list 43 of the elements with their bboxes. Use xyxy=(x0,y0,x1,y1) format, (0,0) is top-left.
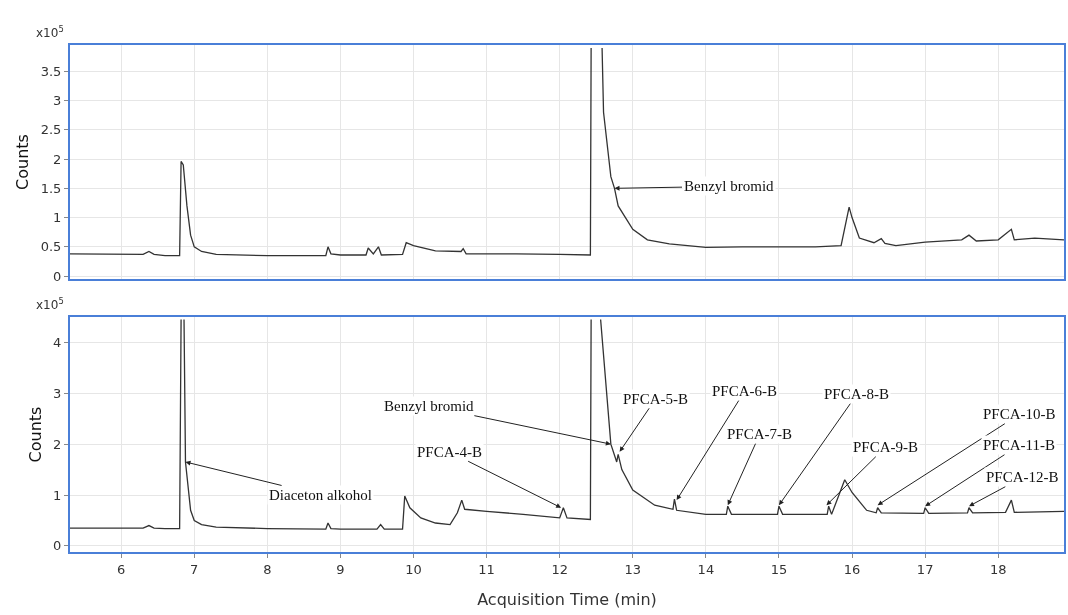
y-tick-label: 3 xyxy=(53,93,62,109)
annotation: PFCA-6-B xyxy=(712,383,778,399)
y-axis-title: Counts xyxy=(13,134,33,190)
x-tick-label: 16 xyxy=(843,561,861,577)
x-tick-label: 14 xyxy=(697,561,715,577)
x-tick-label: 9 xyxy=(336,561,345,577)
x-tick-label: 17 xyxy=(916,561,934,577)
annotation: PFCA-10-B xyxy=(983,406,1056,422)
annotation: PFCA-5-B xyxy=(623,391,689,407)
x-tick-label: 11 xyxy=(478,561,495,577)
y-tick-label: 2 xyxy=(53,436,62,452)
x-axis-title: Acquisition Time (min) xyxy=(477,589,657,609)
y-tick-label: 4 xyxy=(53,334,62,350)
annotation: PFCA-9-B xyxy=(853,439,919,455)
y-tick-label: 1 xyxy=(53,487,62,503)
x-tick-label: 10 xyxy=(405,561,422,577)
annotation: PFCA-11-B xyxy=(983,437,1055,453)
y-tick-label: 3.5 xyxy=(40,63,62,79)
annotation: Diaceton alkohol xyxy=(269,487,372,503)
y-tick-label: 1 xyxy=(53,210,62,226)
annotation: Benzyl bromid xyxy=(384,398,475,414)
y-tick-label: 1.5 xyxy=(40,180,62,196)
y-tick-label: 0.5 xyxy=(40,239,62,255)
y-axis-title: Counts xyxy=(25,406,45,463)
x-tick-label: 6 xyxy=(117,561,126,577)
y-tick-label: 0 xyxy=(53,538,62,554)
y-tick-label: 3 xyxy=(53,385,62,401)
x-tick-label: 12 xyxy=(551,561,568,577)
x-tick-label: 13 xyxy=(624,561,642,577)
text: x10$^{5}$ xyxy=(36,296,64,313)
annotation: PFCA-4-B xyxy=(417,444,483,460)
x-tick-label: 8 xyxy=(263,561,272,577)
y-tick-label: 2 xyxy=(53,151,62,167)
x-tick-label: 18 xyxy=(989,561,1007,577)
y-tick-label: 0 xyxy=(53,268,62,284)
annotation: PFCA-7-B xyxy=(727,426,793,442)
x-tick-label: 7 xyxy=(190,561,199,577)
annotation: Benzyl bromid xyxy=(684,178,775,194)
x-tick-label: 15 xyxy=(770,561,788,577)
text: x10$^{5}$ xyxy=(36,24,64,41)
annotation: PFCA-8-B xyxy=(824,386,890,402)
y-tick-label: 2.5 xyxy=(40,122,62,138)
annotation: PFCA-12-B xyxy=(986,469,1059,485)
